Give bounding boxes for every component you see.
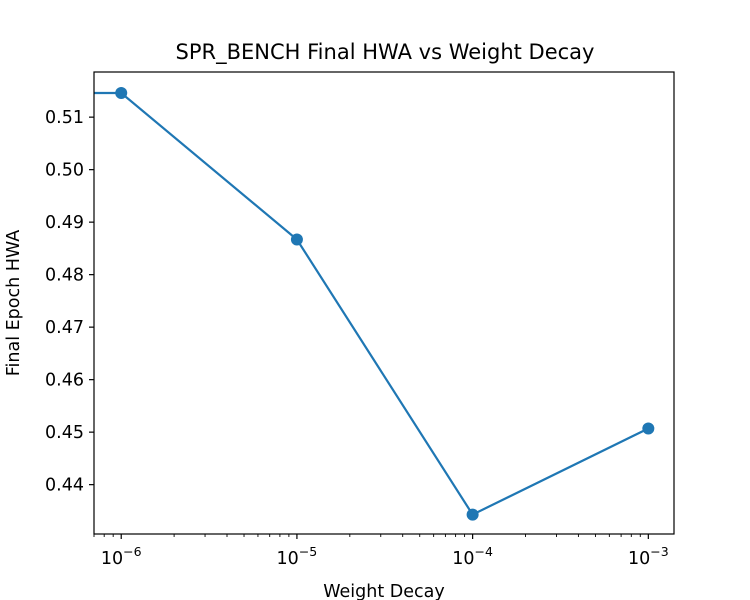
data-point (466, 508, 479, 521)
plot-frame (93, 71, 675, 535)
plot-area (94, 87, 655, 521)
data-point (115, 87, 128, 99)
y-tick-label: 0.44 (45, 476, 84, 496)
y-axis-label: Final Epoch HWA (4, 230, 24, 377)
x-tick-label: 10−3 (628, 544, 669, 569)
y-tick-label: 0.48 (45, 266, 84, 286)
y-axis: 0.44 0.45 0.46 0.47 0.48 0.49 0.50 0.51 (45, 108, 94, 496)
x-tick-label: 10−5 (277, 544, 318, 569)
y-tick-label: 0.49 (45, 213, 84, 233)
data-point (642, 422, 655, 435)
y-tick-label: 0.46 (45, 371, 84, 391)
y-tick-label: 0.51 (45, 108, 84, 128)
x-tick-label: 10−4 (452, 544, 493, 569)
data-point (290, 233, 303, 246)
x-axis: 10−6 10−5 10−4 10−3 (93, 534, 669, 569)
y-tick-label: 0.50 (45, 161, 84, 181)
y-tick-label: 0.47 (45, 318, 84, 338)
series-line (94, 91, 649, 516)
x-axis-label: Weight Decay (323, 582, 444, 600)
x-tick-label: 10−6 (101, 544, 142, 569)
y-tick-label: 0.45 (45, 423, 84, 443)
chart-title: SPR_BENCH Final HWA vs Weight Decay (176, 40, 595, 65)
